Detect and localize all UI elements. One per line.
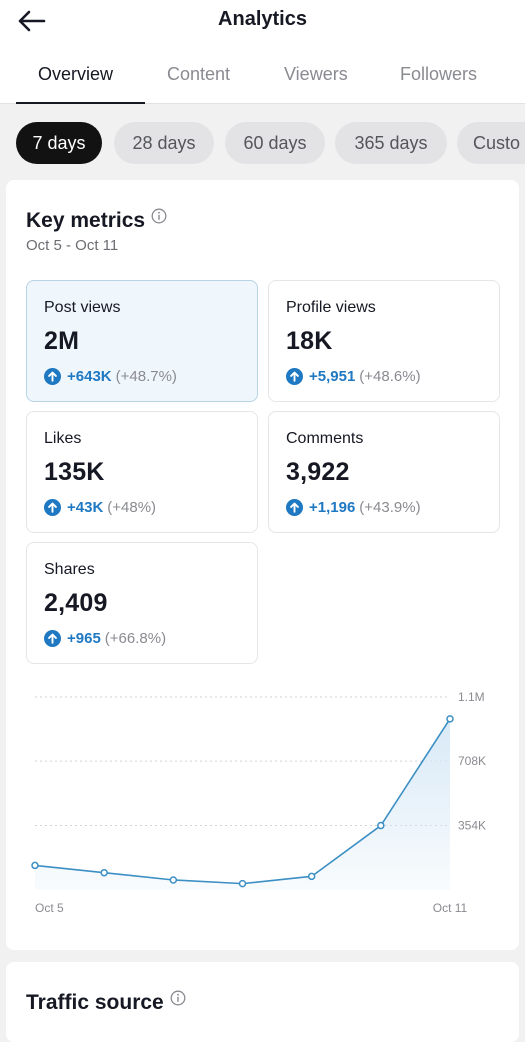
info-circle-icon[interactable] <box>170 990 186 1006</box>
tab-bar: Overview Content Viewers Followers <box>0 64 525 105</box>
tab-overview[interactable]: Overview <box>38 64 114 84</box>
metric-label: Shares <box>44 561 95 578</box>
y-tick-label: 708K <box>458 754 486 768</box>
arrow-up-circle-icon <box>44 630 61 647</box>
chip-7-days[interactable]: 7 days <box>16 122 102 164</box>
tab-content[interactable]: Content <box>167 64 231 84</box>
metric-pct: (+48.7%) <box>115 368 177 385</box>
metric-delta: +1,196 <box>309 499 356 516</box>
metric-change: +1,196 (+43.9%) <box>286 499 421 516</box>
data-point <box>307 872 316 881</box>
arrow-up-circle-icon <box>44 499 61 516</box>
data-point <box>31 861 39 870</box>
metric-delta: +643K <box>67 368 112 385</box>
chip-365-days[interactable]: 365 days <box>335 122 447 164</box>
post-views-chart: 1.1M 708K 354K Oct 5 Oct 11 <box>31 690 486 915</box>
metric-profile-views[interactable]: Profile views 18K +5,951 (+48.6%) <box>268 280 500 402</box>
chip-28-days[interactable]: 28 days <box>114 122 214 164</box>
metric-comments[interactable]: Comments 3,922 +1,196 (+43.9%) <box>268 411 500 533</box>
data-point <box>446 715 454 723</box>
metric-delta: +43K <box>67 499 104 516</box>
y-tick-label: 1.1M <box>458 690 485 704</box>
metric-delta: +5,951 <box>309 368 356 385</box>
metric-change: +43K (+48%) <box>44 499 156 516</box>
arrow-up-circle-icon <box>286 368 303 385</box>
traffic-source-heading: Traffic source <box>26 990 186 1015</box>
metric-post-views[interactable]: Post views 2M +643K (+48.7%) <box>26 280 258 402</box>
active-tab-indicator <box>16 102 145 105</box>
chip-60-days[interactable]: 60 days <box>225 122 325 164</box>
metric-pct: (+48%) <box>107 499 157 516</box>
back-button[interactable] <box>14 6 48 36</box>
metric-value: 2,409 <box>44 589 108 617</box>
metric-likes[interactable]: Likes 135K +43K (+48%) <box>26 411 258 533</box>
metric-value: 3,922 <box>286 458 350 486</box>
y-tick-label: 354K <box>458 819 486 833</box>
data-point <box>169 876 178 884</box>
date-range-label: Oct 5 - Oct 11 <box>26 237 119 254</box>
metric-label: Post views <box>44 299 121 316</box>
metric-value: 2M <box>44 327 80 355</box>
data-point <box>377 821 385 830</box>
arrow-left-icon <box>18 10 46 32</box>
metric-pct: (+48.6%) <box>359 368 421 385</box>
date-range-chips: 7 days 28 days 60 days 365 days Custo <box>0 104 525 180</box>
key-metrics-card: Key metrics Oct 5 - Oct 11 Post views 2M… <box>6 180 519 950</box>
arrow-up-circle-icon <box>44 368 61 385</box>
traffic-source-title: Traffic source <box>26 991 164 1014</box>
x-tick-label: Oct 5 <box>35 901 64 915</box>
metric-delta: +965 <box>67 630 101 647</box>
key-metrics-title: Key metrics <box>26 209 146 232</box>
tab-viewers[interactable]: Viewers <box>284 64 348 84</box>
metric-pct: (+43.9%) <box>359 499 421 516</box>
metric-label: Comments <box>286 430 364 447</box>
data-point <box>100 868 108 877</box>
data-point <box>238 879 247 888</box>
metric-value: 135K <box>44 458 105 486</box>
metric-change: +643K (+48.7%) <box>44 368 177 385</box>
metric-label: Profile views <box>286 299 376 316</box>
area-fill <box>35 718 450 890</box>
tab-followers[interactable]: Followers <box>400 64 478 84</box>
metric-change: +5,951 (+48.6%) <box>286 368 421 385</box>
metric-change: +965 (+66.8%) <box>44 630 166 647</box>
metric-pct: (+66.8%) <box>104 630 167 647</box>
metric-label: Likes <box>44 430 82 447</box>
metric-value: 18K <box>286 327 333 355</box>
top-bar: Analytics Overview Content Viewers Follo… <box>0 0 525 105</box>
page-title: Analytics <box>218 8 307 30</box>
metric-shares[interactable]: Shares 2,409 +965 (+66.8%) <box>26 542 258 664</box>
arrow-up-circle-icon <box>286 499 303 516</box>
info-circle-icon[interactable] <box>151 208 167 224</box>
chip-custom[interactable]: Custo <box>457 122 525 164</box>
x-tick-label: Oct 11 <box>433 901 468 915</box>
key-metrics-heading: Key metrics <box>26 208 167 233</box>
traffic-source-card: Traffic source <box>6 962 519 1042</box>
